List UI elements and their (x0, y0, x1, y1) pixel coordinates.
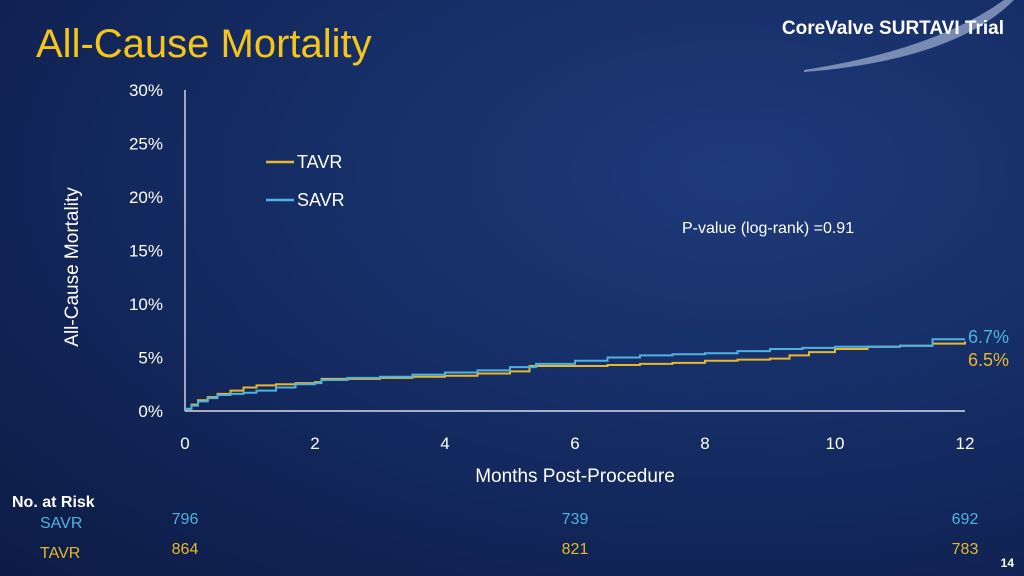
risk-value-tavr: 783 (951, 541, 979, 558)
x-tick-label: 4 (440, 434, 449, 453)
y-tick-label: 5% (138, 349, 163, 368)
x-tick-label: 2 (310, 434, 319, 453)
y-tick-label: 25% (129, 135, 163, 154)
series-line-tavr (185, 341, 966, 410)
risk-value-savr: 692 (951, 511, 979, 528)
risk-value-savr: 796 (171, 511, 199, 528)
p-value-annotation: P-value (log-rank) =0.91 (682, 220, 854, 237)
brand-name: CoreValve SURTAVI Trial (781, 18, 1004, 39)
chart-axes (184, 90, 965, 412)
risk-value-tavr: 821 (561, 541, 589, 558)
legend: TAVR SAVR (266, 152, 345, 210)
x-axis-title: Months Post-Procedure (475, 466, 675, 487)
series-lines (185, 338, 966, 410)
y-tick-label: 0% (138, 402, 163, 421)
end-label-tavr: 6.5% (968, 350, 1009, 370)
x-tick-labels: 0 2 4 6 8 10 12 (180, 434, 974, 453)
y-tick-labels: 0% 5% 10% 15% 20% 25% 30% (129, 81, 163, 421)
page-number: 14 (1000, 556, 1014, 570)
legend-label-tavr: TAVR (297, 152, 342, 172)
series-line-savr (185, 338, 965, 410)
risk-value-savr: 739 (561, 511, 589, 528)
risk-value-tavr: 864 (171, 541, 199, 558)
x-tick-label: 10 (826, 434, 845, 453)
risk-table-heading: No. at Risk (12, 494, 95, 511)
x-tick-label: 12 (956, 434, 975, 453)
slide-title: All-Cause Mortality (36, 22, 372, 66)
risk-label-tavr: TAVR (40, 545, 81, 562)
y-tick-label: 30% (129, 81, 163, 100)
x-tick-label: 0 (180, 434, 189, 453)
end-label-savr: 6.7% (968, 327, 1009, 347)
y-tick-label: 20% (129, 188, 163, 207)
y-axis-title: All-Cause Mortality (62, 187, 83, 347)
x-tick-label: 8 (700, 434, 709, 453)
y-tick-label: 10% (129, 295, 163, 314)
x-tick-label: 6 (570, 434, 579, 453)
risk-label-savr: SAVR (40, 515, 83, 532)
legend-label-savr: SAVR (297, 190, 345, 210)
y-tick-label: 15% (129, 242, 163, 261)
